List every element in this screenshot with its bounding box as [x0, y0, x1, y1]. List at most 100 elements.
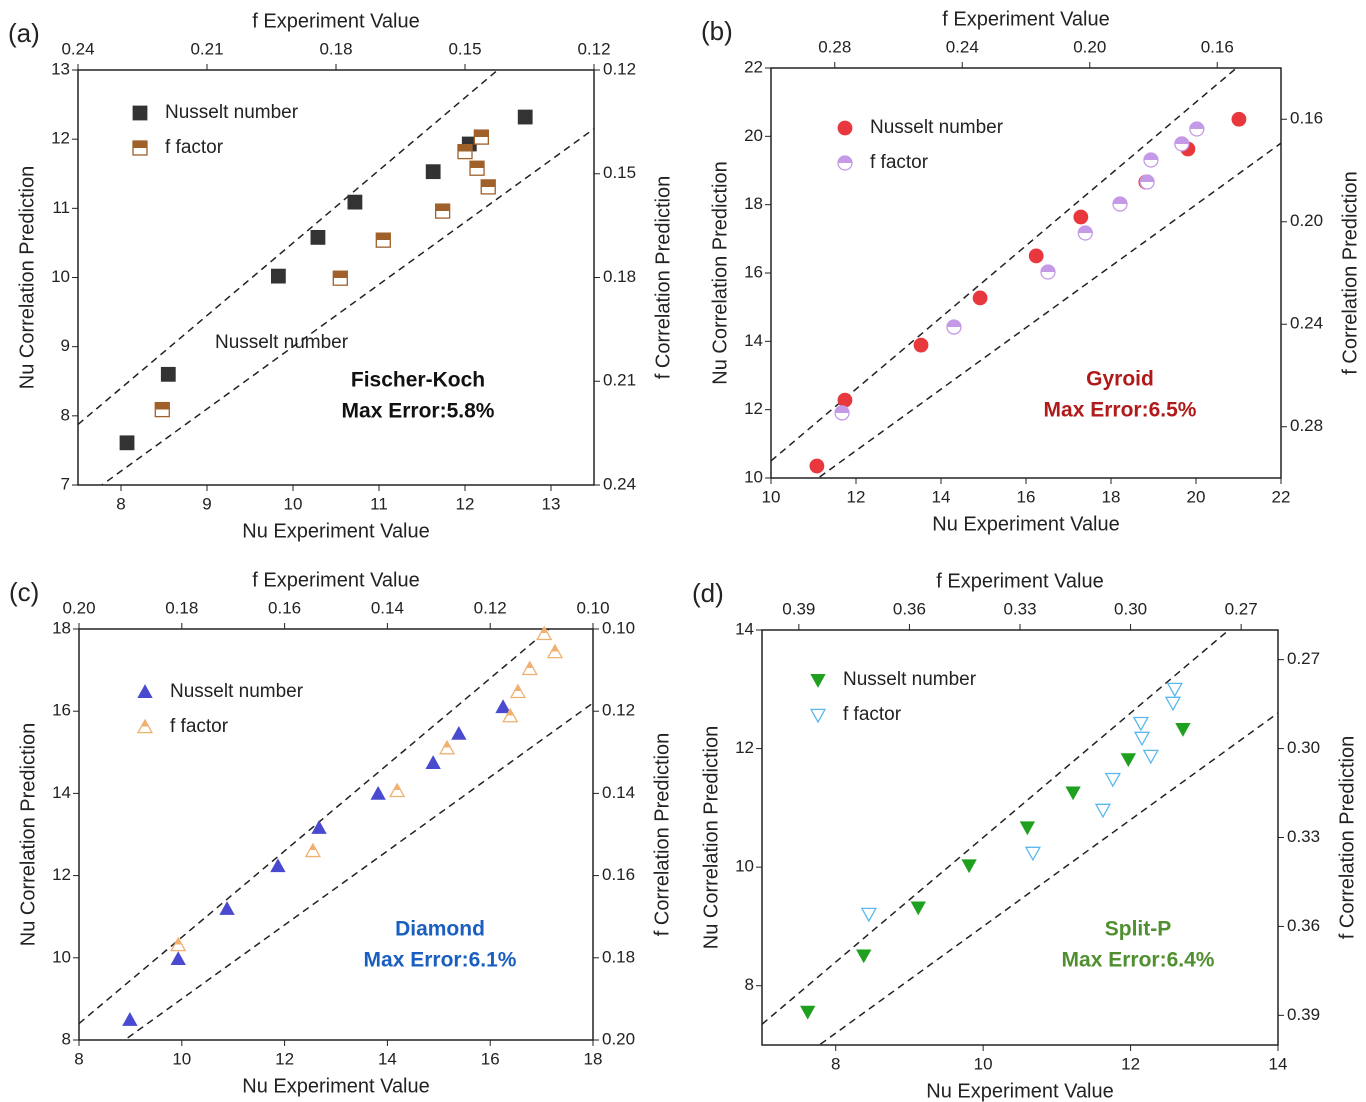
legend-label: Nusselt number: [843, 669, 977, 690]
y2-tick-label: 0.33: [1287, 827, 1320, 846]
marker: [837, 392, 853, 408]
y2-tick-label: 0.27: [1287, 649, 1320, 668]
marker: [438, 739, 456, 755]
panel: 10 12 14 16 18 20 22 0.28 0.24 0.20 0.16 10 12 14 16 18…: [701, 8, 1361, 535]
marker: [1142, 749, 1159, 765]
y2-tick-label: 0.20: [1290, 211, 1323, 230]
marker: [800, 1005, 816, 1020]
panel: 8 10 12 14 16 180.20 0.18 0.16 0.14 0.12 0.1081012…: [9, 569, 673, 1097]
marker: [910, 901, 926, 916]
y-tick-label: 9: [61, 336, 70, 355]
x2-tick-label: 0.24: [946, 37, 979, 56]
x-tick-label: 8: [116, 494, 125, 513]
x-tick-label: 12: [456, 494, 475, 513]
y-tick-label: 10: [51, 267, 70, 286]
y-tick-label: 10: [735, 857, 754, 876]
marker: [304, 842, 321, 858]
marker: [1189, 121, 1205, 137]
y-tick-label: 14: [744, 331, 763, 350]
x-tick-label: 22: [1272, 487, 1291, 506]
legend-marker: [837, 155, 853, 171]
marker: [1166, 682, 1183, 698]
marker: [536, 625, 553, 641]
x2-tick-label: 0.16: [1201, 37, 1234, 56]
marker: [517, 109, 533, 125]
y2-tick-label: 0.12: [603, 59, 636, 78]
y2-tick-label: 0.30: [1287, 738, 1320, 757]
marker: [1133, 731, 1151, 747]
x2-tick-label: 0.12: [474, 598, 507, 617]
annotation-error: Max Error:6.1%: [364, 949, 517, 972]
x-tick-label: 14: [1269, 1054, 1288, 1073]
marker: [856, 949, 872, 964]
y2-tick-label: 0.14: [602, 783, 635, 802]
y2-axis-title: f Correlation Prediction: [651, 733, 673, 936]
marker: [913, 337, 929, 353]
legend-marker: [837, 120, 853, 136]
marker: [1139, 174, 1155, 190]
y-tick-label: 7: [61, 474, 70, 493]
x2-tick-label: 0.39: [782, 599, 815, 618]
x2-tick-label: 0.36: [893, 599, 926, 618]
marker: [119, 435, 135, 451]
error-band-line: [818, 712, 1278, 1045]
legend-marker: [809, 708, 827, 724]
x2-axis-title: f Experiment Value: [252, 10, 420, 32]
annotation-error: Max Error:5.8%: [342, 400, 495, 423]
y-tick-label: 12: [735, 738, 754, 757]
x-tick-label: 10: [172, 1049, 191, 1068]
y-axis-title: Nu Correlation Prediction: [16, 166, 38, 389]
marker: [1019, 821, 1036, 836]
annotation-error: Max Error:6.4%: [1062, 949, 1215, 972]
y-tick-label: 14: [52, 783, 71, 802]
marker: [946, 319, 962, 335]
panel-label: (d): [692, 578, 724, 608]
x2-axis-title: f Experiment Value: [936, 570, 1104, 592]
x-tick-label: 16: [481, 1049, 500, 1068]
y2-tick-label: 0.36: [1287, 916, 1320, 935]
x2-tick-label: 0.18: [165, 598, 198, 617]
x2-tick-label: 0.15: [448, 39, 481, 58]
error-band-line: [771, 68, 1238, 462]
y2-tick-label: 0.15: [603, 163, 636, 182]
marker: [809, 458, 825, 474]
x-tick-label: 10: [284, 494, 303, 513]
marker: [1024, 846, 1042, 862]
error-band-line: [79, 629, 551, 1025]
plot-frame: [78, 628, 594, 1041]
y2-tick-label: 0.24: [603, 474, 636, 493]
marker: [1112, 196, 1128, 212]
marker: [311, 820, 327, 834]
y2-tick-label: 0.18: [603, 267, 636, 286]
x2-tick-label: 0.27: [1225, 599, 1258, 618]
marker: [425, 755, 441, 769]
marker: [347, 194, 363, 210]
panel-label: (c): [9, 577, 39, 607]
x-tick-label: 9: [202, 494, 211, 513]
y2-tick-label: 0.28: [1290, 416, 1323, 435]
x-tick-label: 12: [847, 487, 866, 506]
x-tick-label: 10: [974, 1054, 993, 1073]
y-tick-label: 14: [735, 619, 754, 638]
x-tick-label: 16: [1017, 487, 1036, 506]
x-tick-label: 11: [370, 494, 388, 513]
marker: [1077, 225, 1093, 241]
x2-tick-label: 0.24: [61, 39, 94, 58]
x-axis-title: Nu Experiment Value: [932, 513, 1120, 535]
x2-tick-label: 0.20: [62, 598, 95, 617]
x2-tick-label: 0.33: [1003, 599, 1036, 618]
marker: [469, 160, 485, 176]
y2-tick-label: 0.20: [602, 1029, 635, 1048]
y-tick-label: 22: [744, 57, 763, 76]
marker: [1164, 696, 1182, 712]
marker: [332, 270, 348, 286]
x2-tick-label: 0.20: [1073, 37, 1106, 56]
x-axis-title: Nu Experiment Value: [926, 1080, 1114, 1102]
x2-tick-label: 0.21: [190, 39, 223, 58]
x-tick-label: 20: [1187, 487, 1206, 506]
y-tick-label: 8: [745, 975, 754, 994]
x2-tick-label: 0.16: [268, 598, 301, 617]
x2-axis-title: f Experiment Value: [252, 569, 420, 591]
legend-label: f factor: [870, 152, 929, 173]
